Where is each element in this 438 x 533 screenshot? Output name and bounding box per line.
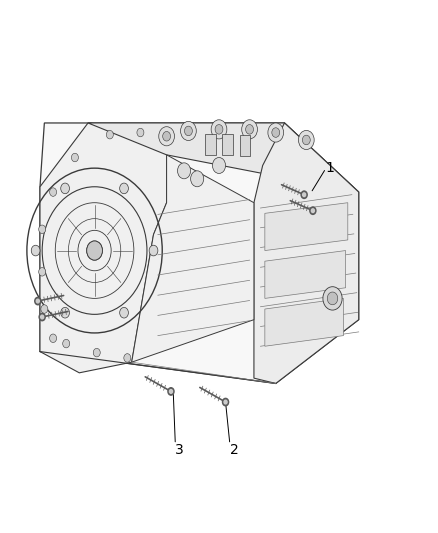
Polygon shape <box>265 251 346 298</box>
Circle shape <box>120 183 128 193</box>
Polygon shape <box>254 123 359 383</box>
Text: 1: 1 <box>326 161 335 175</box>
Circle shape <box>149 245 158 256</box>
Polygon shape <box>88 123 359 192</box>
Circle shape <box>212 158 226 173</box>
Polygon shape <box>132 155 254 362</box>
Circle shape <box>61 183 70 193</box>
Circle shape <box>71 154 78 162</box>
Circle shape <box>162 132 170 141</box>
Polygon shape <box>265 203 348 251</box>
Circle shape <box>246 125 254 134</box>
Circle shape <box>302 135 310 145</box>
Circle shape <box>159 127 174 146</box>
Circle shape <box>215 125 223 134</box>
Circle shape <box>35 297 41 305</box>
Circle shape <box>223 398 229 406</box>
Polygon shape <box>223 134 233 155</box>
Circle shape <box>106 131 113 139</box>
Circle shape <box>49 188 57 196</box>
Circle shape <box>39 268 46 276</box>
Circle shape <box>170 390 173 393</box>
Circle shape <box>184 126 192 136</box>
Polygon shape <box>205 134 215 155</box>
Polygon shape <box>240 135 251 156</box>
Circle shape <box>323 287 342 310</box>
Circle shape <box>124 354 131 362</box>
Circle shape <box>93 349 100 357</box>
Circle shape <box>301 191 307 198</box>
Circle shape <box>120 308 128 318</box>
Circle shape <box>61 308 70 318</box>
Text: 3: 3 <box>175 443 184 457</box>
Circle shape <box>311 209 314 213</box>
Circle shape <box>298 131 314 150</box>
Circle shape <box>31 245 40 256</box>
Circle shape <box>211 120 227 139</box>
Circle shape <box>39 313 45 321</box>
Circle shape <box>41 315 44 319</box>
Circle shape <box>177 163 191 179</box>
Circle shape <box>310 207 316 214</box>
Circle shape <box>191 171 204 187</box>
Circle shape <box>39 225 46 233</box>
Circle shape <box>41 305 48 313</box>
Circle shape <box>327 292 338 305</box>
Circle shape <box>242 120 258 139</box>
Circle shape <box>272 128 280 138</box>
Text: 2: 2 <box>230 443 239 457</box>
Circle shape <box>137 128 144 137</box>
Circle shape <box>303 193 306 197</box>
Circle shape <box>36 299 39 303</box>
Circle shape <box>87 241 102 260</box>
Circle shape <box>168 387 174 395</box>
Circle shape <box>224 400 227 404</box>
Polygon shape <box>265 298 343 346</box>
Circle shape <box>268 123 284 142</box>
Polygon shape <box>40 123 359 383</box>
Circle shape <box>180 122 196 141</box>
Circle shape <box>49 334 57 343</box>
Polygon shape <box>40 123 166 373</box>
Circle shape <box>63 340 70 348</box>
